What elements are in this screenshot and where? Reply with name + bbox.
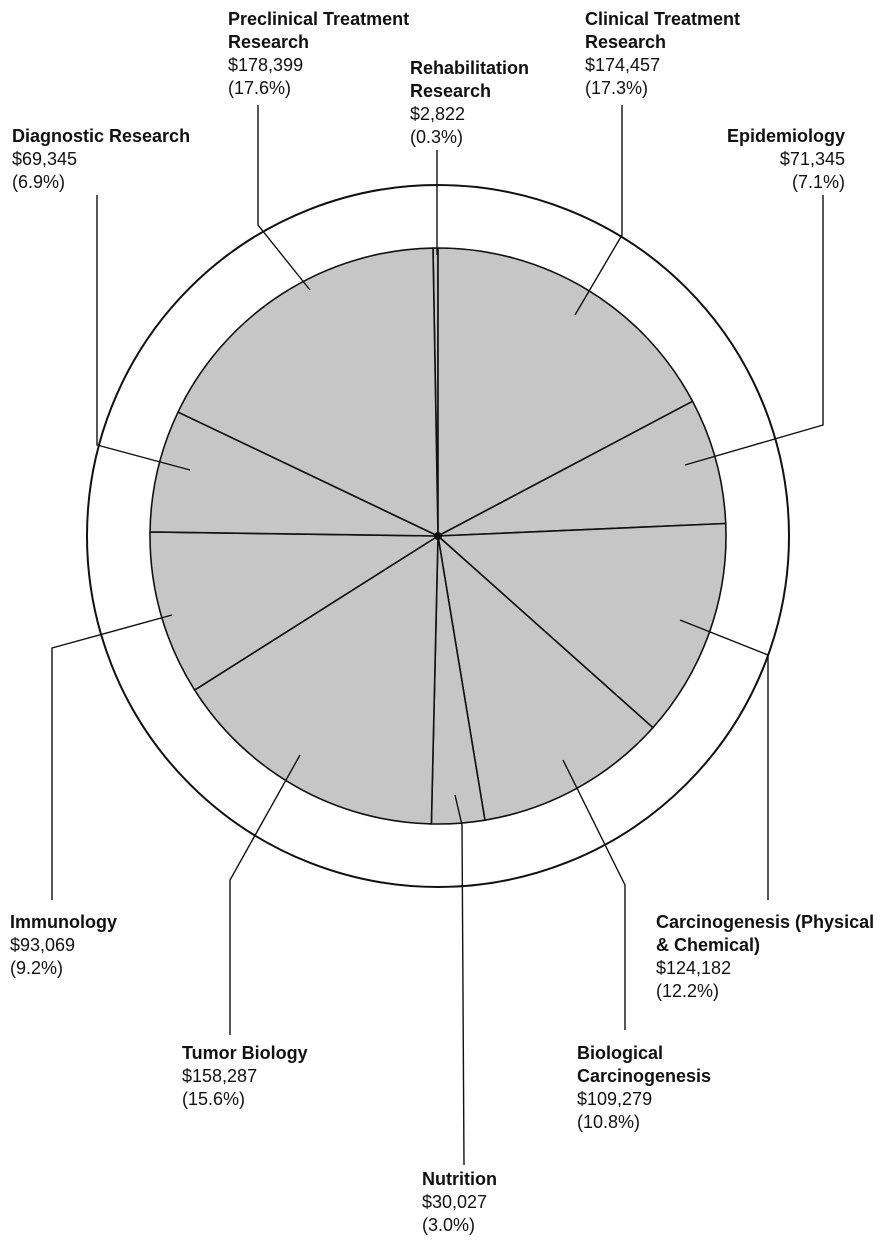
percent-label: (17.6%) [228,78,292,98]
leader-line [454,794,465,1166]
leader-line [257,105,311,291]
slice-label: Preclinical Treatment Research $178,399 (1… [228,8,453,100]
pie-slice [149,531,439,691]
percent-label: (15.6%) [182,1089,246,1109]
percent-label: (3.0%) [422,1215,476,1235]
slice-name: Biological Carcinogenesis [577,1043,712,1086]
slice-name: Diagnostic Research [12,126,191,146]
slice-label: Rehabilitation Research $2,822 (0.3%) [410,57,540,149]
value-label: $93,069 [10,935,76,955]
leader-line [679,619,769,900]
leader-line [574,105,623,316]
value-label: $158,287 [182,1066,258,1086]
percent-label: (9.2%) [10,958,64,978]
percent-label: (10.8%) [577,1112,641,1132]
pie-slice [177,247,439,537]
slice-label: Clinical Treatment Research $174,457 (17.3… [585,8,785,100]
value-label: $178,399 [228,55,304,75]
slice-name: Immunology [10,912,117,932]
value-label: $124,182 [656,958,732,978]
value-label: $71,345 [779,149,845,169]
pie-slice [437,522,727,729]
percent-label: (7.1%) [791,172,845,192]
pie-slice [437,400,727,537]
value-label: $2,822 [410,104,466,124]
percent-label: (17.3%) [585,78,649,98]
slice-label: Carcinogenesis (Physical & Chemical) $124… [656,911,888,1003]
slice-name: Clinical Treatment Research [585,9,741,52]
slice-label: Diagnostic Research $69,345 (6.9%) [12,125,242,194]
slice-name: Carcinogenesis (Physical & Chemical) [656,912,875,955]
slice-name: Epidemiology [726,126,845,146]
slice-name: Preclinical Treatment Research [228,9,410,52]
outer-ring [86,184,790,888]
value-label: $109,279 [577,1089,653,1109]
center-dot [434,532,442,540]
leader-line [562,759,626,1030]
pie-slice [193,535,439,825]
pie-slice [437,247,694,537]
leader-line [96,195,191,471]
slice-label: Epidemiology $71,345 (7.1%) [645,125,845,194]
percent-label: (12.2%) [656,981,720,1001]
percent-label: (6.9%) [12,172,66,192]
slice-label: Nutrition $30,027 (3.0%) [422,1168,562,1237]
leader-line [684,195,824,466]
slice-name: Tumor Biology [182,1043,308,1063]
leader-line [51,614,173,900]
value-label: $30,027 [422,1192,488,1212]
slice-name: Rehabilitation Research [410,58,530,101]
value-label: $69,345 [12,149,78,169]
slice-label: Immunology $93,069 (9.2%) [10,911,210,980]
slice-label: Biological Carcinogenesis $109,279 (10.8%) [577,1042,777,1134]
percent-label: (0.3%) [410,127,464,147]
slice-label: Tumor Biology $158,287 (15.6%) [182,1042,382,1111]
value-label: $174,457 [585,55,661,75]
slice-name: Nutrition [422,1169,497,1189]
pie-slice [149,411,439,537]
leader-line [229,754,301,1035]
